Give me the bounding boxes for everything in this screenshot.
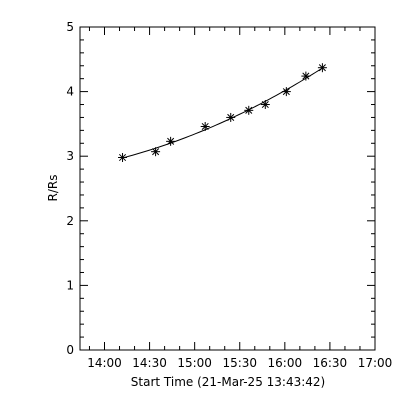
x-tick-label: 15:30 (222, 356, 257, 370)
data-point (281, 87, 291, 97)
data-point (226, 112, 236, 122)
plot-border (79, 26, 376, 351)
data-point (166, 136, 176, 146)
y-tick-label: 2 (66, 214, 74, 228)
y-tick-label: 5 (66, 20, 74, 34)
x-axis-label: Start Time (21-Mar-25 13:43:42) (131, 375, 325, 389)
data-point (301, 71, 311, 81)
x-tick-label: 14:00 (87, 356, 122, 370)
data-point (200, 121, 210, 131)
data-point (317, 63, 327, 73)
x-tick-label: 15:00 (177, 356, 212, 370)
y-axis: 0 1 2 3 4 5 (66, 20, 375, 357)
y-tick-label: 4 (66, 85, 74, 99)
data-point (118, 152, 128, 162)
y-tick-label: 0 (66, 343, 74, 357)
x-tick-label: 16:30 (313, 356, 348, 370)
x-tick-label: 14:30 (132, 356, 167, 370)
x-tick-label: 17:00 (358, 356, 393, 370)
data-point (151, 147, 161, 157)
plot-frame (79, 26, 376, 351)
data-point (260, 100, 270, 110)
data-point (244, 105, 254, 115)
data-points (118, 63, 327, 162)
y-tick-label: 1 (66, 278, 74, 292)
x-tick-label: 16:00 (268, 356, 303, 370)
fit-curve (122, 67, 323, 159)
y-tick-label: 3 (66, 149, 74, 163)
y-axis-label: R/Rs (46, 175, 60, 202)
x-axis: 14:00 14:30 15:00 15:30 16:00 16:30 17:00 (87, 27, 392, 370)
